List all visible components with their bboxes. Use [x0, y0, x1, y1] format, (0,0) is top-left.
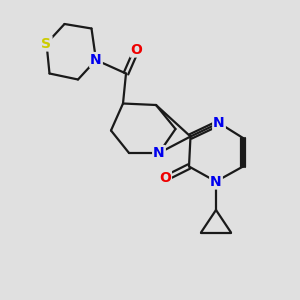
Text: S: S	[41, 37, 52, 50]
Text: N: N	[213, 116, 225, 130]
Text: N: N	[90, 53, 102, 67]
Text: O: O	[130, 43, 142, 56]
Text: N: N	[210, 175, 222, 188]
Text: O: O	[159, 172, 171, 185]
Text: N: N	[153, 146, 165, 160]
